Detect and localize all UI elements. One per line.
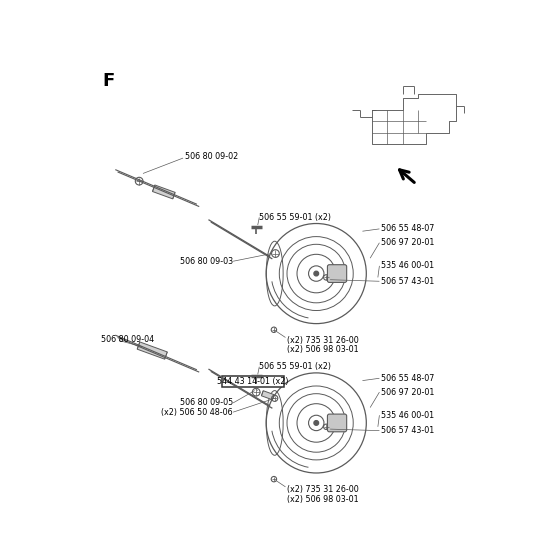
FancyBboxPatch shape	[328, 265, 347, 282]
Text: 544 43 14-01 (x2): 544 43 14-01 (x2)	[217, 377, 289, 386]
Bar	[152, 185, 175, 199]
Text: (x2) 506 98 03-01: (x2) 506 98 03-01	[287, 346, 358, 354]
Text: (x2) 735 31 26-00: (x2) 735 31 26-00	[287, 486, 359, 494]
Text: (x2) 506 50 48-06: (x2) 506 50 48-06	[161, 408, 233, 417]
Text: 506 97 20-01: 506 97 20-01	[381, 388, 435, 396]
Text: 506 80 09-05: 506 80 09-05	[180, 398, 233, 408]
Bar	[137, 342, 167, 359]
Text: 506 80 09-02: 506 80 09-02	[185, 152, 238, 161]
Text: 506 57 43-01: 506 57 43-01	[381, 277, 434, 286]
Text: (x2) 506 98 03-01: (x2) 506 98 03-01	[287, 494, 358, 503]
FancyBboxPatch shape	[222, 376, 284, 387]
Text: 506 97 20-01: 506 97 20-01	[381, 238, 435, 248]
Text: 535 46 00-01: 535 46 00-01	[381, 410, 434, 420]
Text: 506 55 59-01 (x2): 506 55 59-01 (x2)	[259, 362, 332, 371]
Text: 506 55 48-07: 506 55 48-07	[381, 374, 435, 383]
Text: 506 57 43-01: 506 57 43-01	[381, 426, 434, 435]
Circle shape	[314, 271, 319, 276]
Text: 535 46 00-01: 535 46 00-01	[381, 262, 434, 270]
Circle shape	[314, 421, 319, 425]
Text: (x2) 735 31 26-00: (x2) 735 31 26-00	[287, 336, 359, 345]
Text: 506 80 09-03: 506 80 09-03	[180, 256, 233, 266]
FancyBboxPatch shape	[328, 414, 347, 432]
Bar	[262, 391, 274, 400]
Text: 506 55 48-07: 506 55 48-07	[381, 225, 435, 234]
Text: 506 80 09-04: 506 80 09-04	[101, 334, 154, 343]
Text: F: F	[102, 72, 114, 90]
Text: 506 55 59-01 (x2): 506 55 59-01 (x2)	[259, 213, 332, 222]
